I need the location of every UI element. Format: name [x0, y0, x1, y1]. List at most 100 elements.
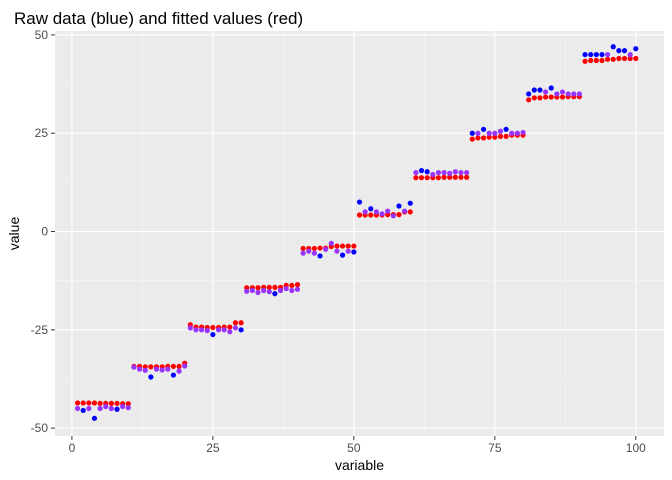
fitted-point [356, 212, 363, 218]
raw-point [199, 327, 205, 333]
raw-point [103, 403, 109, 410]
fitted-point [413, 175, 419, 181]
fitted-point [289, 282, 295, 289]
fitted-point [368, 212, 374, 218]
fitted-point [435, 175, 442, 181]
raw-point [588, 51, 594, 58]
fitted-point [351, 243, 357, 249]
raw-point [244, 288, 250, 294]
raw-point [492, 130, 498, 136]
raw-point [379, 211, 385, 217]
raw-point [249, 287, 255, 294]
raw-point [277, 287, 284, 294]
fitted-point [334, 243, 340, 249]
raw-point [593, 51, 599, 58]
fitted-point [232, 320, 239, 326]
raw-point [373, 209, 380, 215]
raw-point [131, 364, 137, 370]
fitted-point [176, 363, 182, 370]
raw-point [542, 89, 549, 95]
raw-point [503, 126, 509, 132]
raw-point [531, 87, 537, 93]
raw-point [464, 169, 470, 176]
fitted-point [407, 209, 413, 215]
raw-point [407, 200, 413, 206]
raw-point [283, 285, 289, 292]
fitted-point [300, 245, 306, 252]
raw-point [294, 286, 301, 292]
raw-point [447, 170, 453, 176]
fitted-point [475, 135, 481, 141]
raw-point [170, 372, 177, 378]
y-tick-labels: -50 -25 0 25 50 [31, 28, 49, 435]
raw-point [458, 169, 464, 176]
axis-ticks [51, 34, 637, 440]
raw-point [480, 126, 487, 132]
x-tick-label: 25 [206, 441, 220, 455]
fitted-point [588, 57, 594, 64]
raw-point [441, 169, 447, 176]
fitted-point [114, 400, 120, 406]
fitted-point [497, 133, 504, 139]
raw-point [108, 405, 114, 412]
raw-point [289, 287, 295, 294]
raw-point [317, 253, 323, 259]
fitted-point [464, 174, 470, 180]
raw-point [424, 169, 430, 175]
raw-point [627, 51, 633, 58]
raw-point [187, 325, 193, 331]
fitted-point [593, 57, 599, 64]
raw-point [210, 331, 216, 338]
raw-point [582, 51, 588, 58]
raw-point [514, 130, 520, 136]
raw-point [176, 368, 182, 374]
fitted-point [396, 212, 402, 218]
y-tick-label: 50 [35, 28, 49, 42]
raw-point [565, 91, 571, 97]
x-tick-label: 0 [69, 441, 76, 455]
fitted-point [80, 400, 86, 406]
fitted-point [503, 133, 509, 139]
raw-point [182, 363, 188, 369]
raw-point [469, 130, 475, 136]
raw-point [554, 91, 560, 97]
raw-point [125, 405, 131, 411]
fitted-point [86, 400, 92, 406]
fitted-point [418, 175, 425, 181]
raw-point [261, 287, 267, 294]
data-points [74, 44, 639, 421]
raw-point [114, 406, 120, 412]
chart-title: Raw data (blue) and fitted values (red) [14, 9, 303, 28]
raw-point [605, 51, 611, 58]
fitted-point [469, 136, 475, 142]
fitted-point [486, 134, 492, 140]
minor-grid [55, 31, 664, 436]
fitted-point [148, 364, 154, 370]
raw-point [475, 130, 481, 136]
fitted-point [441, 174, 447, 180]
raw-point [509, 130, 515, 136]
fitted-point [345, 243, 351, 249]
y-tick-label: 0 [41, 225, 48, 239]
fitted-point [548, 94, 554, 100]
raw-point [300, 250, 306, 256]
fitted-point [255, 285, 261, 291]
raw-point [306, 248, 312, 254]
fitted-point [633, 55, 639, 62]
major-grid [55, 31, 664, 436]
fitted-point [627, 55, 633, 62]
raw-point [266, 289, 272, 295]
fitted-point [294, 282, 301, 288]
raw-point [221, 327, 227, 333]
raw-point [339, 252, 346, 258]
raw-point [91, 415, 98, 421]
fitted-point [480, 135, 487, 141]
fitted-point [458, 174, 464, 180]
raw-point [153, 366, 160, 372]
raw-point [80, 407, 86, 414]
fitted-point [339, 243, 346, 249]
raw-point [396, 203, 402, 209]
fitted-point [531, 95, 537, 101]
raw-point [610, 44, 616, 50]
fitted-point [559, 94, 566, 100]
